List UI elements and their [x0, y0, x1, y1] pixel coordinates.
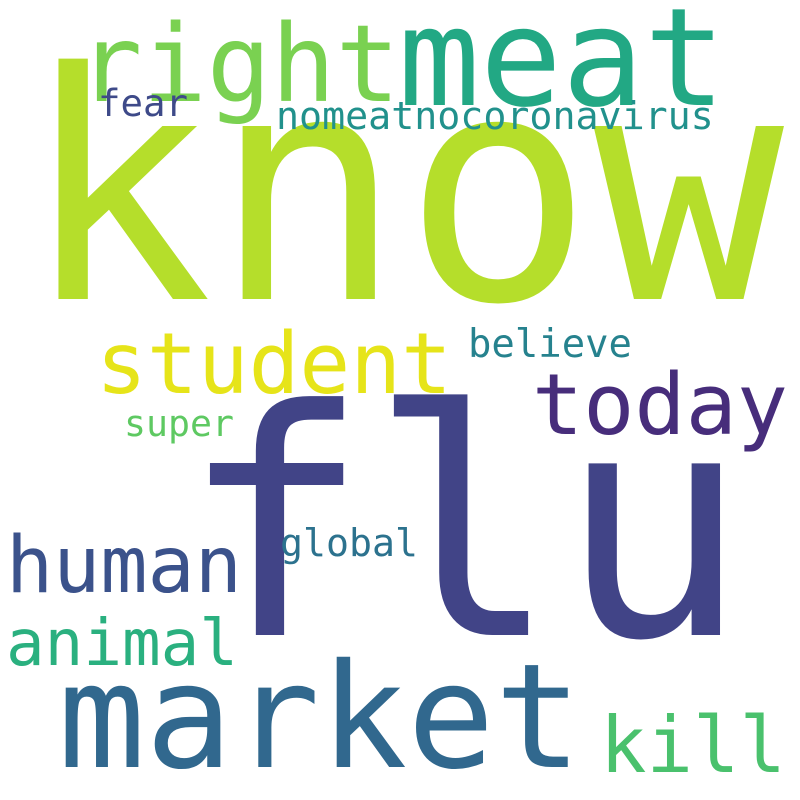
word-global: global	[280, 522, 418, 566]
word-today: today	[532, 356, 788, 455]
word-student: student	[96, 315, 452, 413]
word-meat: meat	[398, 0, 726, 138]
word-right: right	[78, 3, 400, 127]
word-animal: animal	[6, 606, 238, 681]
word-market: market	[58, 633, 582, 800]
word-fear: fear	[98, 81, 188, 125]
word-believe: believe	[468, 322, 632, 367]
word-know: know	[22, 5, 784, 374]
word-super: super	[124, 402, 234, 445]
word-flu: flu	[180, 344, 748, 710]
word-kill: kill	[600, 701, 786, 791]
word-nomeatnocoronavirus: nomeatnocoronavirus	[276, 94, 714, 139]
word-human: human	[6, 520, 242, 611]
